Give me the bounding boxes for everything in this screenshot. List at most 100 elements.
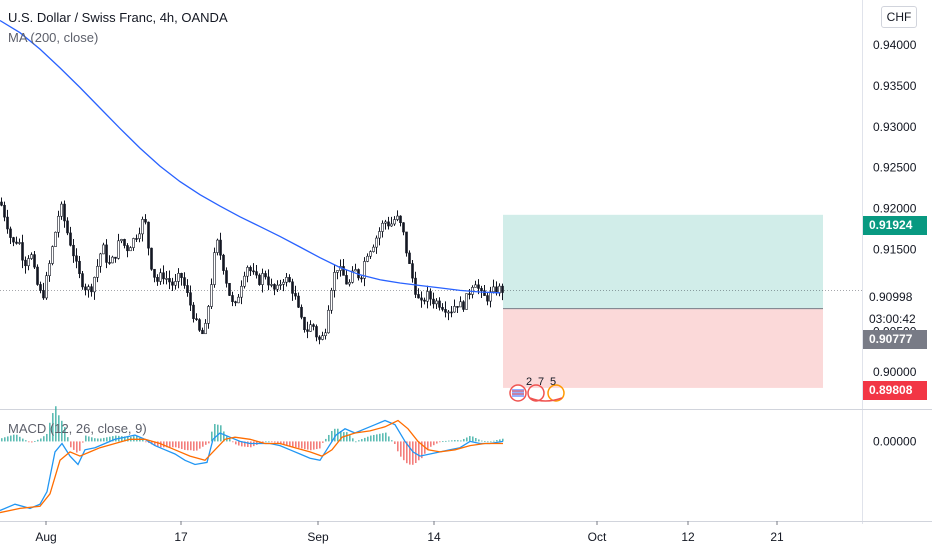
- candle-body: [114, 256, 117, 259]
- histogram-bar: [454, 440, 456, 442]
- candle-body: [141, 219, 144, 235]
- histogram-bar: [22, 438, 24, 442]
- candle-body: [57, 215, 60, 233]
- price-tick-label: 0.93500: [873, 79, 917, 93]
- histogram-bar: [244, 441, 246, 447]
- flag-icon[interactable]: [509, 384, 565, 402]
- histogram-bar: [52, 413, 54, 442]
- histogram-bar: [412, 441, 414, 465]
- histogram-bar: [463, 438, 465, 442]
- histogram-bar: [157, 441, 159, 447]
- time-tick-label: 17: [174, 530, 188, 544]
- candle-body: [435, 300, 438, 305]
- candle-body: [192, 304, 195, 319]
- histogram-bar: [406, 441, 408, 464]
- histogram-bar: [292, 441, 294, 447]
- histogram-bar: [106, 437, 108, 442]
- candle-body: [369, 251, 372, 257]
- histogram-bar: [247, 441, 249, 447]
- histogram-bar: [265, 441, 267, 443]
- price-tick-label: 0.92500: [873, 161, 917, 175]
- price-tick-label: 0.94000: [873, 38, 917, 52]
- histogram-bar: [196, 441, 198, 451]
- candle-body: [294, 293, 297, 297]
- histogram-bar: [433, 441, 435, 446]
- histogram-bar: [199, 441, 201, 449]
- histogram-bar: [109, 436, 111, 442]
- candle-body: [165, 278, 168, 280]
- histogram-bar: [289, 441, 291, 447]
- candle-body: [330, 290, 333, 311]
- histogram-bar: [334, 428, 336, 442]
- currency-button[interactable]: CHF: [881, 6, 917, 28]
- histogram-bar: [283, 441, 285, 445]
- candle-body: [480, 288, 483, 292]
- histogram-bar: [448, 440, 450, 442]
- candle-body: [66, 220, 69, 234]
- candle-body: [156, 277, 159, 282]
- candle-body: [72, 244, 75, 257]
- candle-body: [459, 301, 462, 308]
- candle-body: [21, 242, 24, 261]
- candle-body: [360, 277, 363, 280]
- histogram-bar: [82, 441, 84, 443]
- candle-body: [246, 267, 249, 277]
- candle-body: [333, 272, 336, 291]
- histogram-bar: [394, 441, 396, 444]
- candle-body: [384, 221, 387, 224]
- candle-body: [81, 273, 84, 288]
- take-profit-zone: [503, 214, 823, 309]
- candle-body: [381, 222, 384, 232]
- candle-body: [303, 316, 306, 331]
- candle-body: [39, 284, 42, 291]
- candle-body: [273, 284, 276, 290]
- histogram-bar: [172, 441, 174, 448]
- histogram-bar: [229, 439, 231, 442]
- candle-body: [75, 255, 78, 262]
- candle-body: [498, 285, 501, 294]
- histogram-bar: [472, 436, 474, 442]
- candle-body: [291, 281, 294, 294]
- candle-body: [492, 286, 495, 292]
- histogram-bar: [88, 436, 90, 442]
- candle-body: [36, 266, 39, 285]
- macd-legend[interactable]: MACD (12, 26, close, 9): [8, 421, 147, 436]
- signal-line: [0, 419, 503, 514]
- histogram-bar: [16, 434, 18, 442]
- histogram-bar: [76, 441, 78, 453]
- candle-body: [12, 237, 15, 243]
- take-profit-price-tag: 0.91924: [863, 216, 927, 235]
- histogram-bar: [67, 437, 69, 442]
- candle-body: [198, 319, 201, 331]
- candle-body: [186, 285, 189, 294]
- histogram-bar: [217, 424, 219, 442]
- histogram-bar: [79, 441, 81, 451]
- histogram-bar: [310, 441, 312, 451]
- histogram-bar: [409, 441, 411, 465]
- histogram-bar: [478, 439, 480, 442]
- histogram-bar: [367, 436, 369, 442]
- candle-body: [315, 326, 318, 338]
- candle-body: [306, 329, 309, 332]
- candle-body: [444, 309, 447, 313]
- candle-body: [228, 282, 231, 296]
- candle-body: [399, 215, 402, 224]
- histogram-bar: [304, 441, 306, 450]
- histogram-bar: [481, 440, 483, 442]
- candle-body: [45, 275, 48, 299]
- ma-legend[interactable]: MA (200, close): [8, 30, 99, 45]
- histogram-bar: [142, 439, 144, 442]
- candle-body: [234, 301, 237, 304]
- candle-body: [159, 272, 162, 282]
- candle-body: [258, 274, 261, 285]
- price-tick-label: 0.93000: [873, 120, 917, 134]
- histogram-bar: [442, 441, 444, 443]
- histogram-bar: [61, 420, 63, 442]
- histogram-bar: [418, 441, 420, 461]
- price-axis-ticks: 0.900000.905000.915000.920000.925000.930…: [873, 38, 917, 448]
- candle-body: [153, 268, 156, 278]
- histogram-bar: [175, 441, 177, 448]
- histogram-bar: [445, 440, 447, 442]
- candle-body: [465, 293, 468, 310]
